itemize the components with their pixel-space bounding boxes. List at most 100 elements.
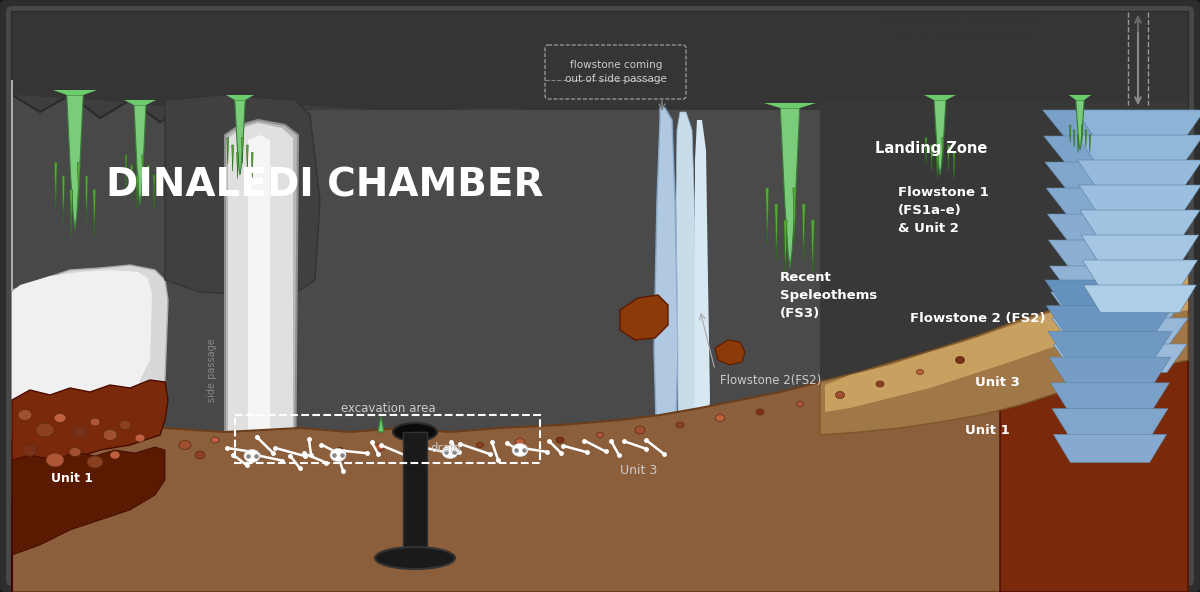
Ellipse shape [103, 430, 118, 440]
Ellipse shape [90, 418, 100, 426]
Polygon shape [298, 110, 826, 455]
Polygon shape [134, 105, 146, 205]
Ellipse shape [596, 433, 604, 437]
Ellipse shape [955, 356, 965, 363]
Polygon shape [1043, 110, 1198, 139]
Polygon shape [1081, 125, 1082, 143]
Text: DINALEDI CHAMBER: DINALEDI CHAMBER [107, 166, 544, 204]
Polygon shape [1080, 210, 1200, 237]
Polygon shape [942, 137, 944, 164]
Polygon shape [1085, 130, 1086, 147]
Polygon shape [232, 145, 234, 171]
Polygon shape [715, 340, 745, 365]
Polygon shape [948, 145, 949, 171]
Polygon shape [248, 135, 270, 500]
Ellipse shape [376, 547, 455, 569]
Polygon shape [1069, 125, 1070, 143]
Polygon shape [1048, 332, 1172, 360]
Ellipse shape [512, 443, 528, 456]
Polygon shape [1052, 344, 1187, 372]
Ellipse shape [797, 401, 804, 407]
Polygon shape [236, 153, 239, 179]
Ellipse shape [516, 439, 524, 446]
Text: Flowstone 2(FS2): Flowstone 2(FS2) [720, 374, 821, 387]
Ellipse shape [676, 422, 684, 428]
Polygon shape [166, 95, 320, 295]
Polygon shape [54, 162, 58, 210]
Polygon shape [820, 12, 1188, 380]
Polygon shape [1074, 130, 1075, 147]
Polygon shape [251, 153, 253, 179]
Text: Flowstone 1
(FS1a-e)
& Unit 2: Flowstone 1 (FS1a-e) & Unit 2 [898, 185, 989, 234]
Polygon shape [1052, 408, 1168, 437]
Polygon shape [148, 165, 150, 200]
Polygon shape [780, 108, 799, 268]
FancyBboxPatch shape [6, 6, 1194, 586]
Ellipse shape [756, 409, 764, 415]
Ellipse shape [136, 434, 145, 442]
Polygon shape [53, 90, 97, 95]
Polygon shape [1046, 188, 1194, 217]
Ellipse shape [70, 448, 82, 456]
Polygon shape [1076, 135, 1200, 162]
Ellipse shape [72, 426, 88, 438]
Polygon shape [12, 12, 1188, 150]
Bar [235, 415, 540, 463]
Polygon shape [820, 268, 1188, 435]
Polygon shape [246, 145, 248, 171]
Polygon shape [228, 123, 293, 502]
Text: Flowstone 2 (FS2): Flowstone 2 (FS2) [910, 311, 1045, 324]
Ellipse shape [917, 369, 924, 375]
Polygon shape [85, 176, 88, 223]
Ellipse shape [376, 443, 384, 451]
Polygon shape [820, 100, 1188, 450]
Polygon shape [620, 295, 668, 340]
Polygon shape [654, 108, 678, 430]
Ellipse shape [18, 410, 32, 420]
Polygon shape [1046, 305, 1174, 334]
Text: flowstone coming
out of side passage: flowstone coming out of side passage [565, 60, 667, 83]
Ellipse shape [416, 445, 424, 451]
Ellipse shape [119, 420, 131, 430]
Polygon shape [1054, 435, 1166, 462]
Polygon shape [1084, 285, 1196, 313]
Polygon shape [1075, 110, 1200, 137]
Text: Unit 3: Unit 3 [620, 464, 658, 477]
Ellipse shape [179, 440, 191, 449]
Ellipse shape [476, 442, 484, 448]
Polygon shape [1048, 214, 1193, 243]
Ellipse shape [330, 449, 346, 462]
Polygon shape [78, 162, 80, 210]
Polygon shape [826, 270, 1188, 412]
Text: Recent
Speleothems
(FS3): Recent Speleothems (FS3) [780, 271, 877, 320]
Polygon shape [695, 120, 710, 430]
Polygon shape [1044, 136, 1196, 165]
Polygon shape [125, 155, 127, 190]
Ellipse shape [556, 437, 564, 443]
Text: Unit 3: Unit 3 [976, 375, 1020, 388]
Polygon shape [142, 155, 144, 190]
Polygon shape [925, 137, 928, 164]
Polygon shape [1081, 235, 1199, 262]
Polygon shape [1076, 100, 1085, 150]
Ellipse shape [88, 456, 103, 468]
Polygon shape [793, 188, 796, 244]
Text: Unit 1: Unit 1 [52, 471, 94, 484]
Polygon shape [12, 90, 152, 460]
Polygon shape [1000, 285, 1188, 592]
Text: excavation area: excavation area [341, 401, 436, 414]
Ellipse shape [110, 451, 120, 459]
Polygon shape [934, 100, 946, 175]
Polygon shape [124, 100, 156, 105]
Polygon shape [226, 95, 254, 100]
Polygon shape [12, 447, 166, 592]
Ellipse shape [23, 444, 37, 456]
Ellipse shape [715, 414, 725, 422]
Polygon shape [12, 80, 168, 500]
Ellipse shape [336, 448, 343, 452]
Polygon shape [1051, 318, 1188, 346]
Polygon shape [1049, 240, 1192, 269]
Polygon shape [811, 220, 815, 276]
Polygon shape [1079, 185, 1200, 213]
Ellipse shape [244, 449, 260, 462]
